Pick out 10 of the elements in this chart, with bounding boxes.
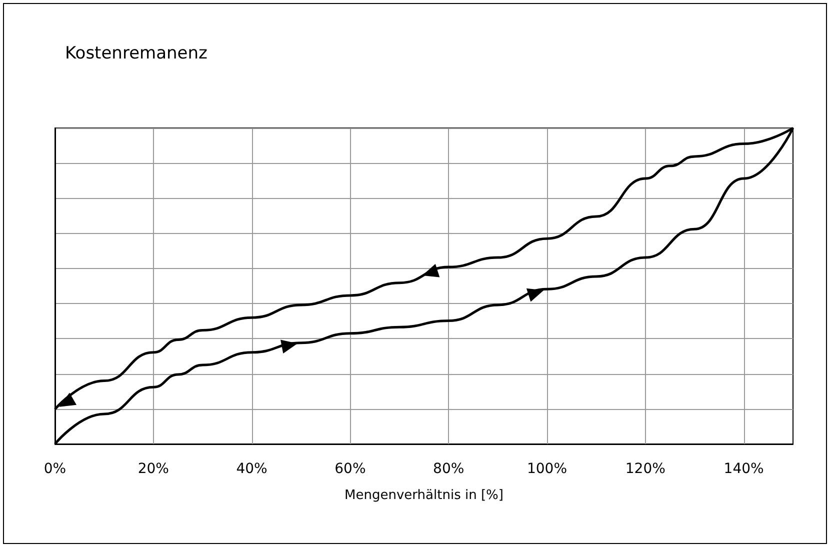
x-tick-label: 140% <box>724 461 764 477</box>
x-tick-label: 60% <box>334 461 366 477</box>
x-axis-title: Mengenverhältnis in [%] <box>344 488 504 503</box>
x-tick-label: 0% <box>44 461 66 477</box>
x-tick-label: 40% <box>236 461 268 477</box>
x-tick-label: 120% <box>625 461 666 477</box>
x-tick-label: 80% <box>433 461 464 477</box>
chart-title: Kostenremanenz <box>65 44 208 64</box>
x-tick-label: 100% <box>526 461 568 477</box>
x-tick-label: 20% <box>138 461 169 477</box>
